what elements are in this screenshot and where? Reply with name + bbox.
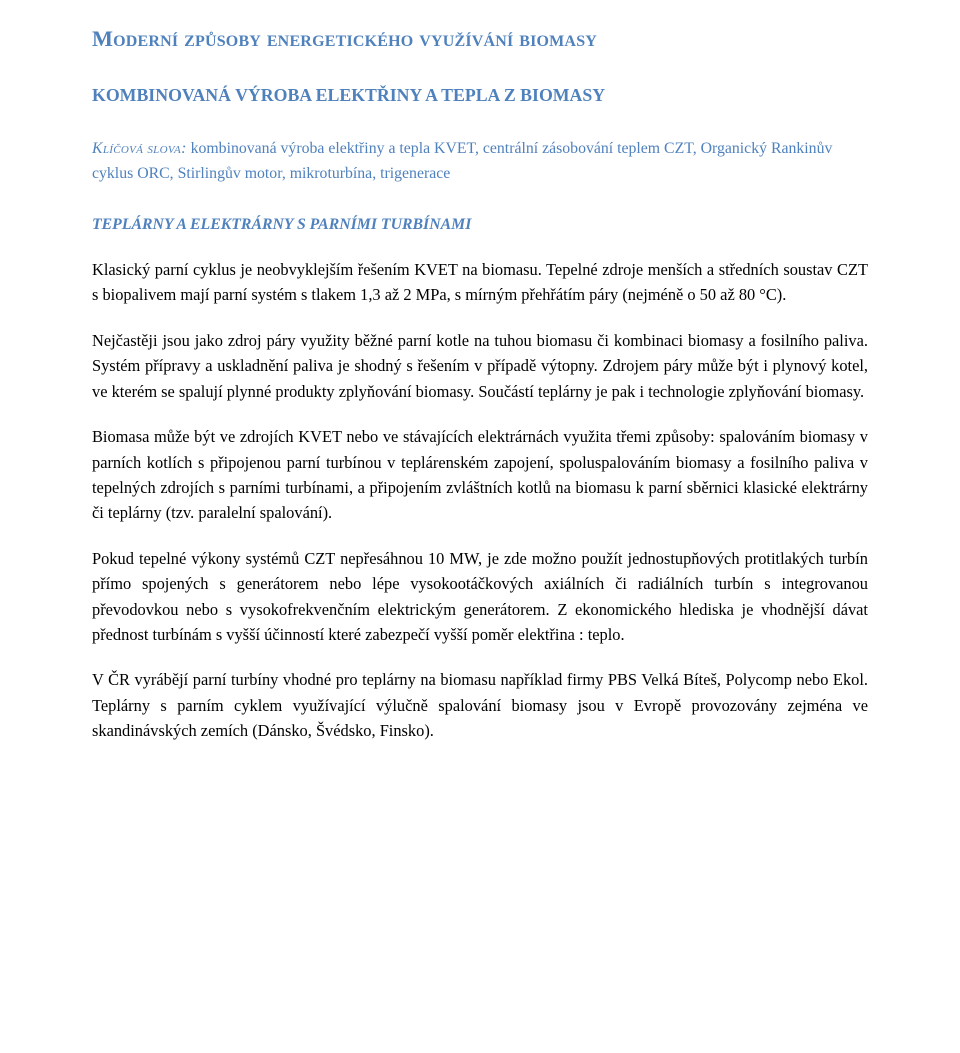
paragraph-2: Nejčastěji jsou jako zdroj páry využity … [92,328,868,404]
paragraph-1: Klasický parní cyklus je neobvyklejším ř… [92,257,868,308]
keywords-text: kombinovaná výroba elektřiny a tepla KVE… [92,140,832,182]
heading-2: KOMBINOVANÁ VÝROBA ELEKTŘINY A TEPLA Z B… [92,82,868,110]
heading-1: Moderní způsoby energetického využívání … [92,22,868,56]
heading-3: TEPLÁRNY A ELEKTRÁRNY S PARNÍMI TURBÍNAM… [92,213,868,237]
keywords-line: Klíčová slova: kombinovaná výroba elektř… [92,136,868,187]
paragraph-5: V ČR vyrábějí parní turbíny vhodné pro t… [92,667,868,743]
paragraph-4: Pokud tepelné výkony systémů CZT nepřesá… [92,546,868,648]
keywords-label: Klíčová slova: [92,140,187,157]
document-page: Moderní způsoby energetického využívání … [0,0,960,1053]
paragraph-3: Biomasa může být ve zdrojích KVET nebo v… [92,424,868,526]
